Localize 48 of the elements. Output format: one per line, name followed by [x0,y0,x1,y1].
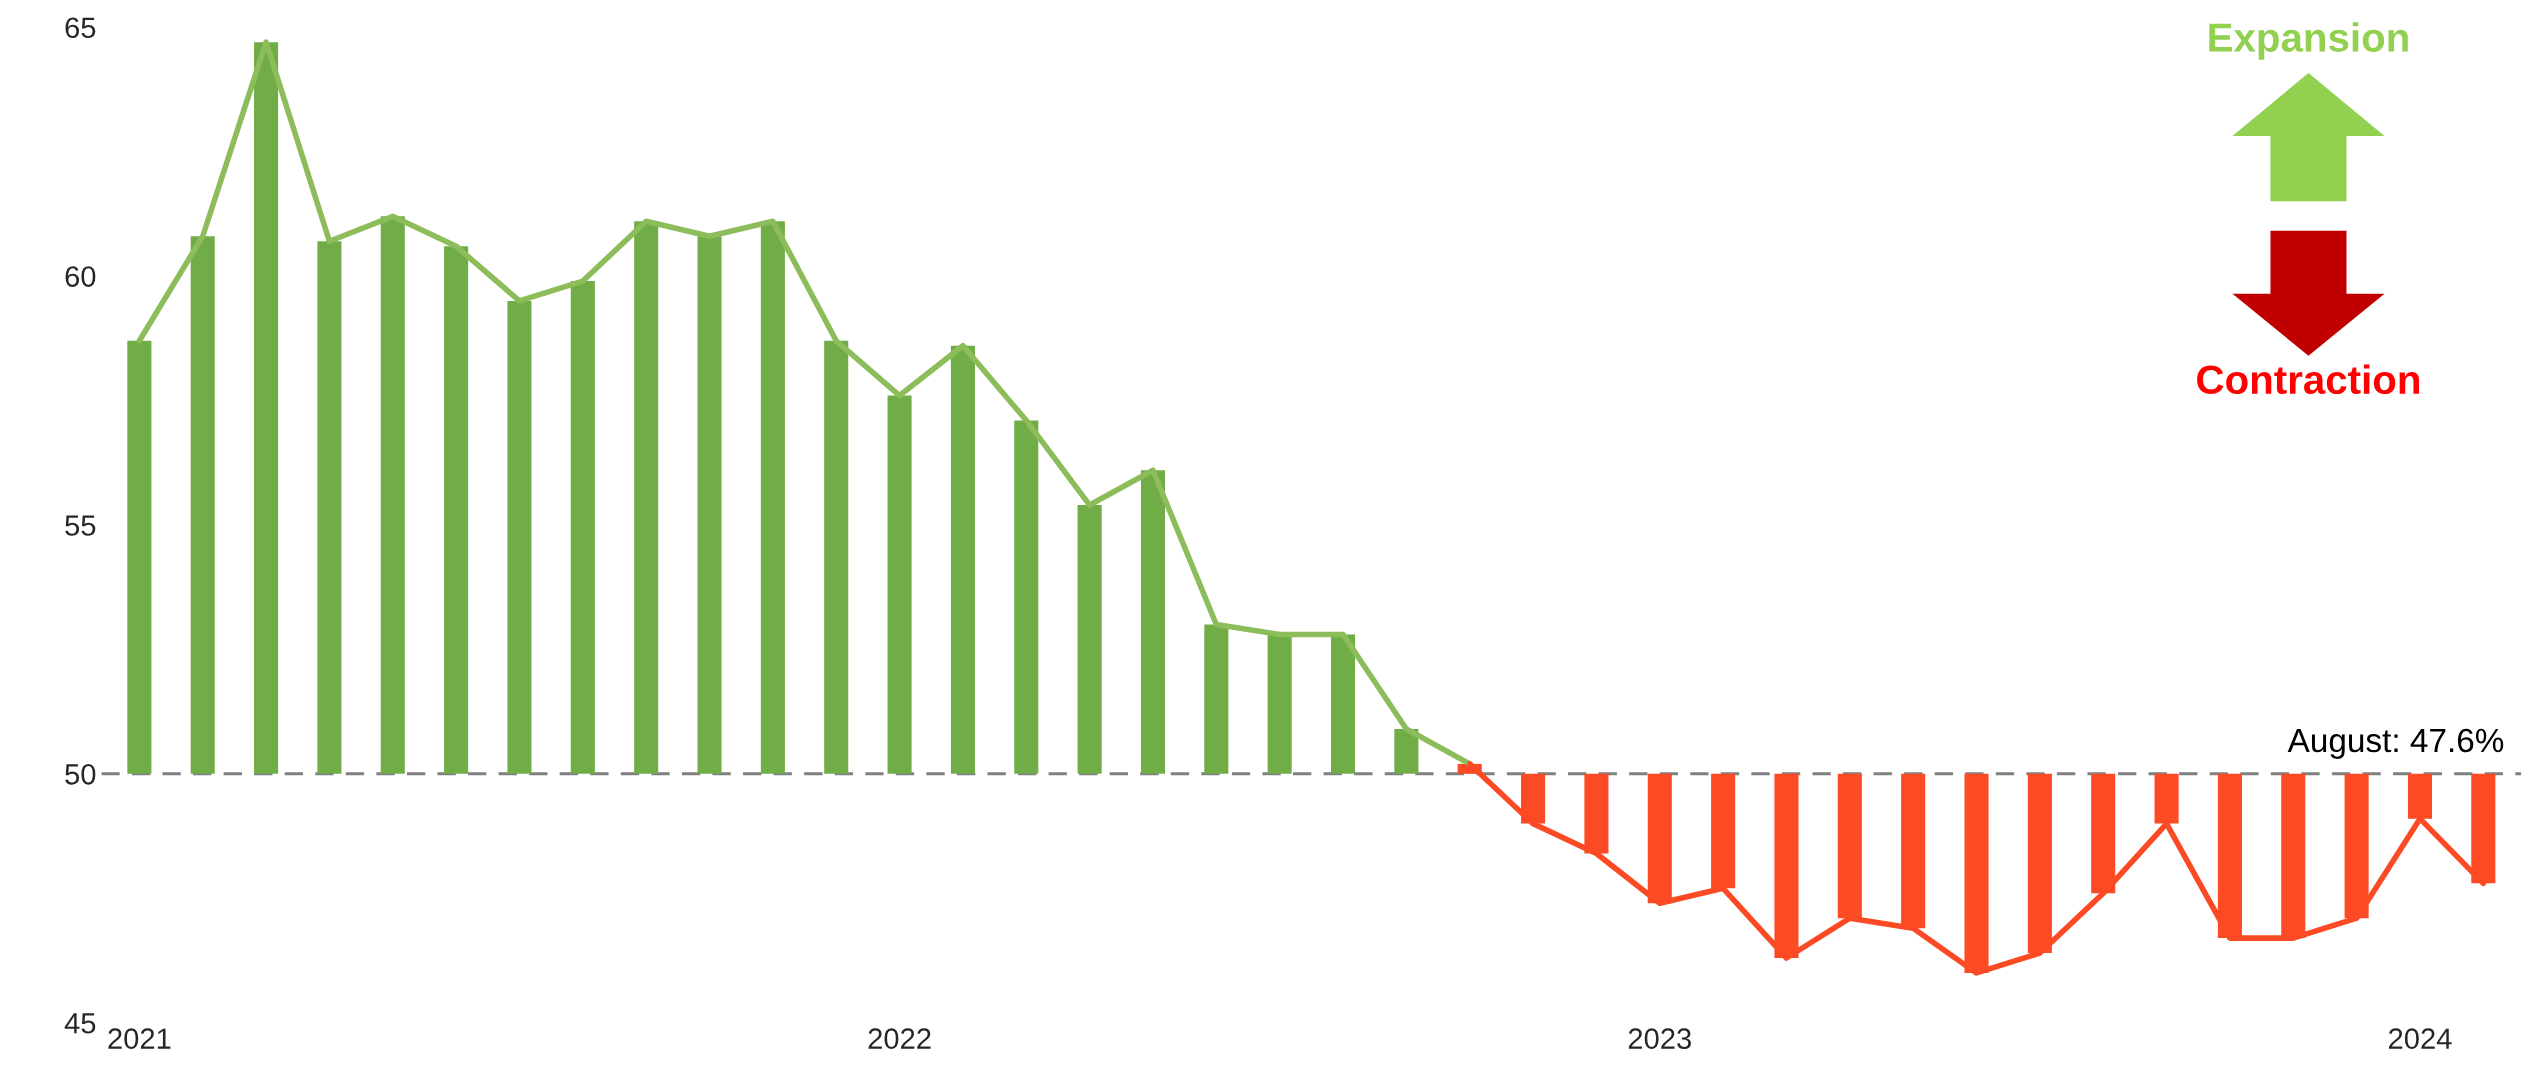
bar [380,216,405,774]
bar [2407,773,2433,819]
annotation: August: 47.6% [2287,728,2504,759]
bar [570,281,595,774]
bar [2091,773,2116,894]
bar [317,241,342,774]
x-tick-label: 2024 [2389,1028,2452,1050]
x-tick-label: 2021 [108,1028,171,1050]
bar [254,42,279,774]
bar [2027,773,2052,954]
bar [1647,773,1672,904]
y-tick-label: 45 [64,1013,96,1034]
bar [1774,773,1799,959]
bar [1837,773,1862,919]
bar [2154,773,2179,824]
x-tick-label: 2023 [1628,1028,1691,1050]
bar [190,236,215,774]
bar [1077,505,1102,774]
bar [2281,773,2306,939]
bar [1901,773,1926,929]
bar [1521,773,1546,824]
bar [444,246,469,774]
bar [760,221,785,774]
bar [697,236,722,774]
x-tick-label: 2022 [868,1028,931,1050]
bar [1204,624,1229,774]
bar [1711,773,1736,889]
y-tick-label: 50 [65,764,96,785]
bar [2344,773,2369,919]
bar [1140,470,1166,774]
bar [2217,773,2242,939]
bar [1964,773,1989,973]
bar [507,300,532,774]
y-tick-label: 60 [65,266,96,287]
bar [634,221,659,774]
y-tick-label: 55 [65,515,96,536]
bar [1014,420,1039,774]
bar [887,395,912,774]
annotation: Contraction [2197,364,2419,395]
bar [1267,634,1292,774]
bar [127,340,152,774]
bar [824,340,849,774]
bar [1394,729,1419,774]
bar [1584,773,1609,854]
bar [950,345,975,774]
y-tick-label: 65 [65,17,96,39]
annotation: Expansion [2209,22,2408,60]
bar [1330,634,1356,774]
